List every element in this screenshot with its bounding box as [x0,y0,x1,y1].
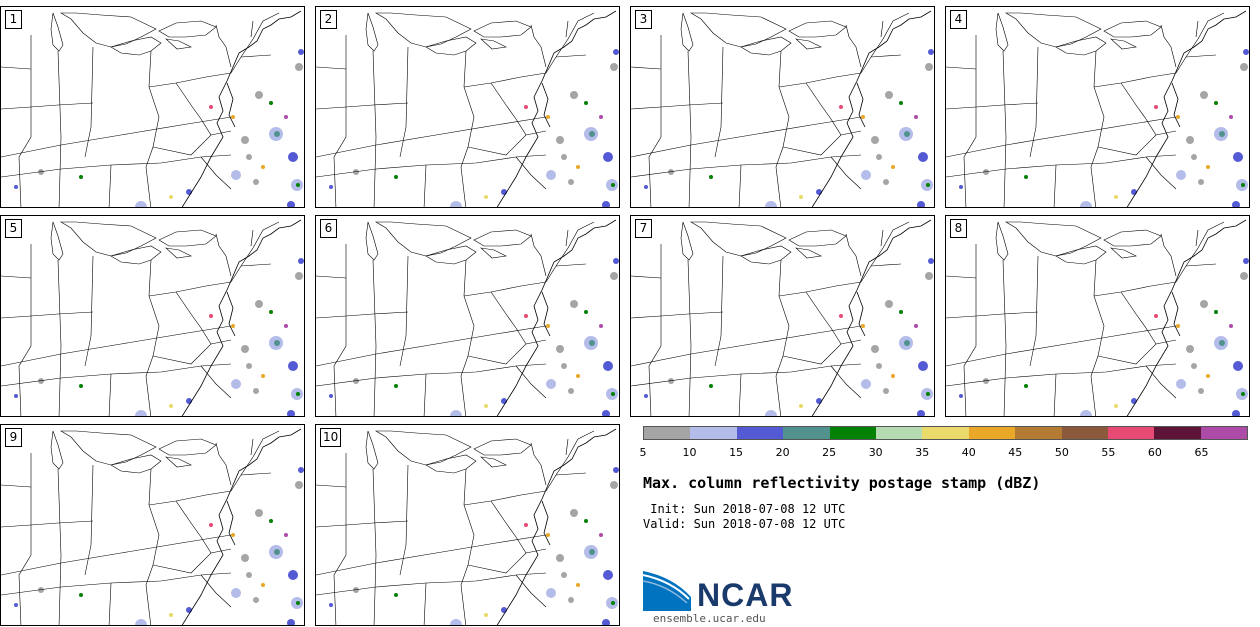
reflectivity-map [1,219,304,416]
colorbar-ticks: 5 10 15 20 25 30 35 40 45 50 55 60 65 [639,446,1248,460]
reflectivity-map [946,219,1249,416]
ensemble-member-panel: 2 [315,6,620,208]
colorbar-tick-label: 25 [822,446,837,459]
colorbar-tick-label: 60 [1147,446,1162,459]
colorbar-segment [968,427,1016,439]
ncar-logo-icon [643,571,691,611]
member-number-label: 7 [635,219,652,238]
ensemble-member-panel: 7 [630,215,935,417]
colorbar-segment [1061,427,1108,439]
colorbar-tick-label: 15 [729,446,744,459]
reflectivity-map [316,219,619,416]
colorbar-tick-label: 45 [1008,446,1023,459]
ensemble-member-panel: 1 [0,6,305,208]
colorbar-tick-label: 40 [961,446,976,459]
member-number-label: 4 [950,10,967,29]
init-time: Init: Sun 2018-07-08 12 UTC [643,502,846,516]
valid-time: Valid: Sun 2018-07-08 12 UTC [643,517,846,531]
ensemble-member-panel: 9 [0,424,305,626]
colorbar-segment [922,427,969,439]
reflectivity-map [1,428,304,625]
member-number-label: 1 [5,10,22,29]
member-number-label: 2 [320,10,337,29]
reflectivity-map [1,10,304,207]
colorbar-tick-label: 10 [682,446,697,459]
colorbar-segment [690,427,737,439]
colorbar-tick-label: 5 [639,446,647,459]
colorbar-tick-label: 35 [915,446,930,459]
member-number-label: 5 [5,219,22,238]
colorbar-tick-label: 20 [775,446,790,459]
ensemble-member-panel: 3 [630,6,935,208]
colorbar-segment [1154,427,1201,439]
colorbar-segment [644,427,691,439]
ncar-logo-text: NCAR [697,577,794,613]
colorbar-segment [829,427,876,439]
colorbar-segment [875,427,923,439]
ensemble-member-panel: 5 [0,215,305,417]
colorbar-tick-label: 50 [1054,446,1069,459]
colorbar-segment [1107,427,1155,439]
colorbar [643,426,1248,440]
colorbar-tick-label: 55 [1101,446,1116,459]
colorbar-tick-label: 65 [1194,446,1209,459]
ensemble-member-panel: 8 [945,215,1250,417]
ensemble-url: ensemble.ucar.edu [653,612,766,625]
colorbar-segment [1015,427,1062,439]
ensemble-member-panel: 4 [945,6,1250,208]
reflectivity-map [946,10,1249,207]
member-number-label: 6 [320,219,337,238]
ensemble-member-panel: 6 [315,215,620,417]
colorbar-tick-label: 30 [868,446,883,459]
colorbar-segment [783,427,830,439]
member-number-label: 8 [950,219,967,238]
member-number-label: 10 [320,428,342,447]
reflectivity-map [316,10,619,207]
member-number-label: 3 [635,10,652,29]
colorbar-segment [736,427,784,439]
plot-title: Max. column reflectivity postage stamp (… [643,474,1041,492]
member-number-label: 9 [5,428,22,447]
ensemble-member-panel: 10 [315,424,620,626]
reflectivity-map [316,428,619,625]
colorbar-segment [1200,427,1248,439]
reflectivity-map [631,10,934,207]
reflectivity-map [631,219,934,416]
